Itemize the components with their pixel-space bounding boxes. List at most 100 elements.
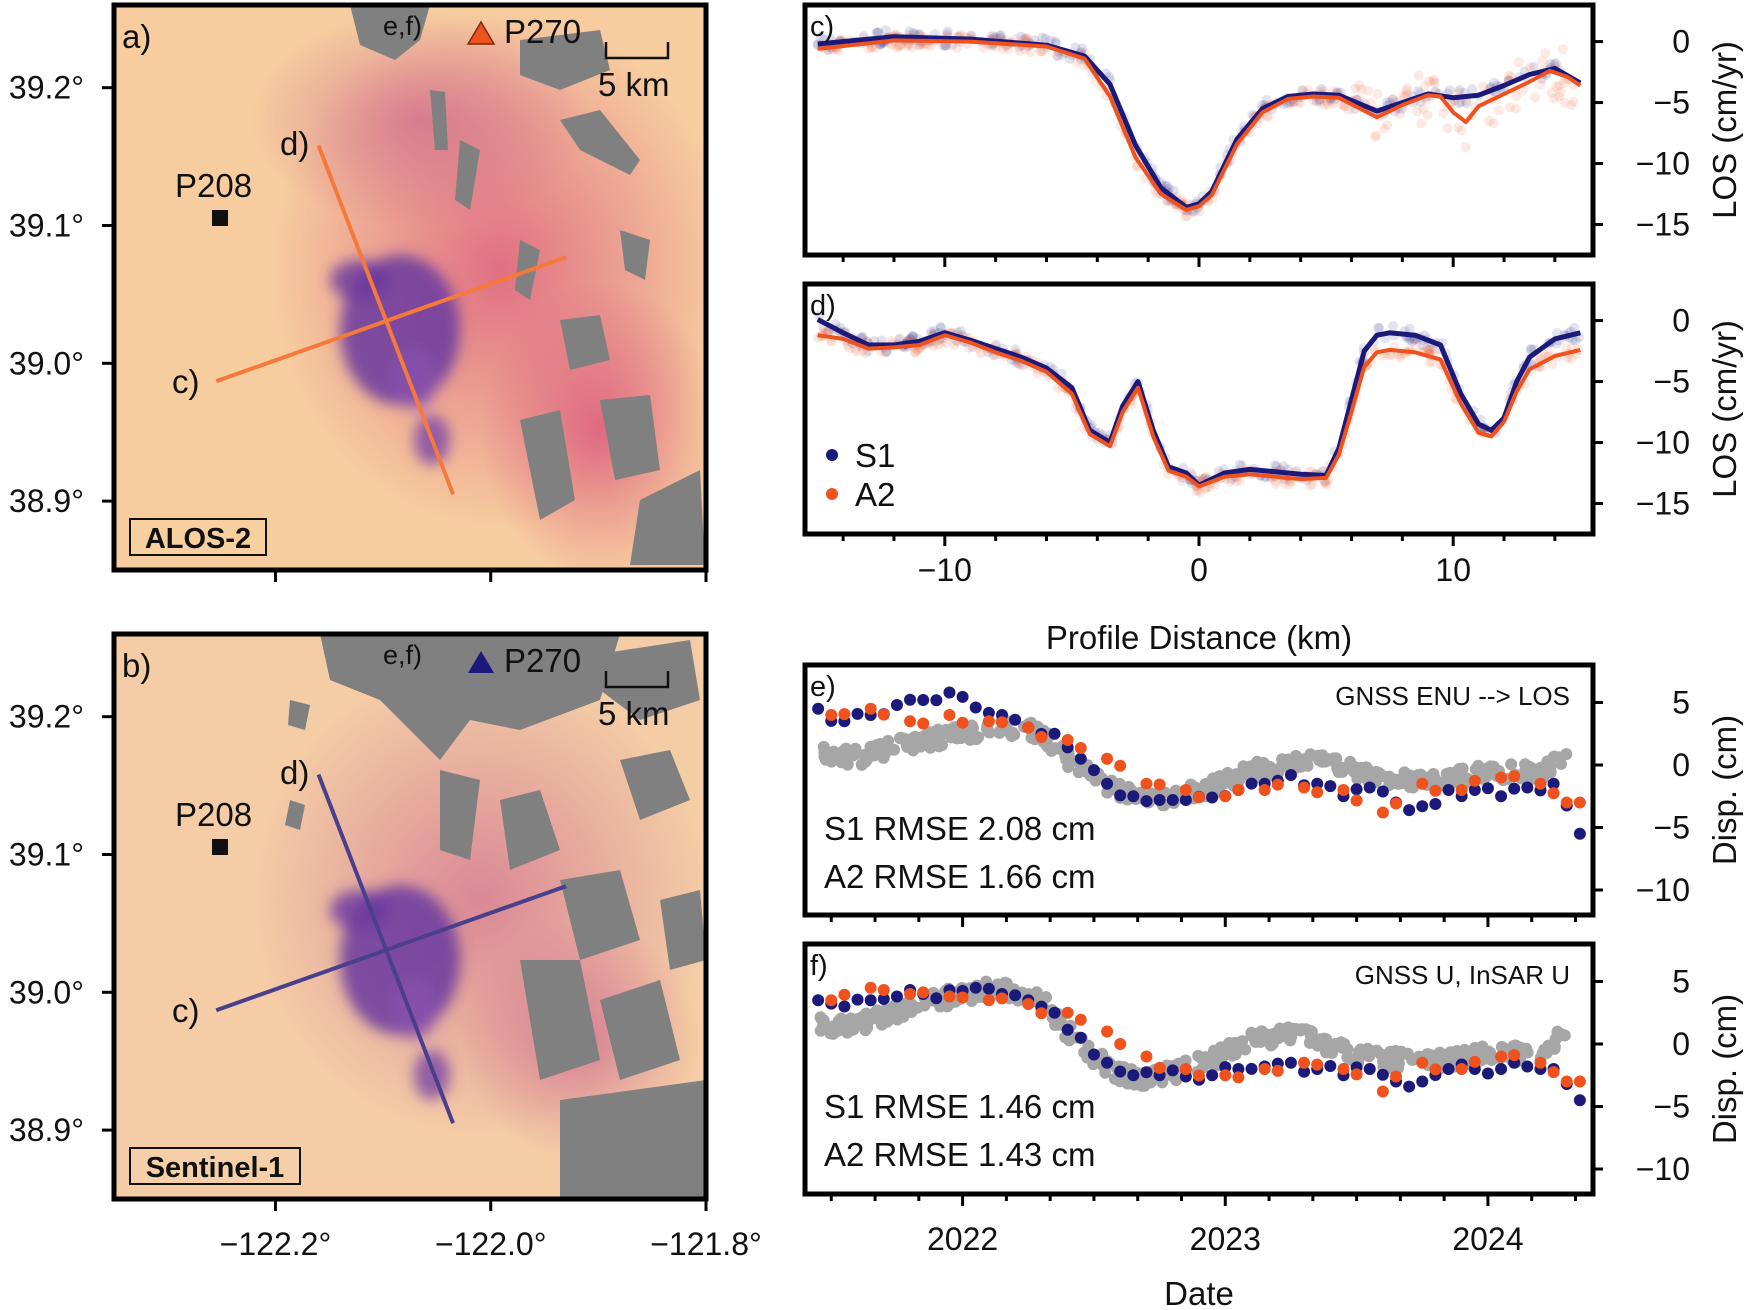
panel-e-gnss-point	[909, 730, 922, 743]
panel-e-a2-point	[1074, 741, 1087, 754]
panel-e-gnss-point	[982, 725, 995, 738]
panel-e-gnss-point	[1477, 773, 1490, 786]
panel-c-a2-cloud-point	[863, 43, 874, 54]
panel-f-gnss-point	[1039, 991, 1052, 1004]
panel-e-s1-point	[1284, 769, 1297, 781]
panel-f-s1-point	[930, 992, 943, 1005]
panel-d-legend: S1 A2	[826, 437, 895, 513]
panel-c-a2-cloud-point	[907, 42, 918, 53]
map-b-profiles	[215, 773, 567, 1124]
panel-d-a2-cloud-point	[949, 340, 960, 351]
panel-e-gnss-point	[1407, 781, 1420, 794]
panel-f-gnss-point	[1270, 1026, 1283, 1039]
panel-e-annotation: GNSS ENU --> LOS	[1335, 681, 1570, 711]
panel-d-xtick-label: 10	[1435, 552, 1471, 588]
panel-e-s1-point	[1495, 790, 1508, 803]
panel-f-gnss-point	[905, 1005, 918, 1018]
panel-f-ytick-label: −5	[1654, 1089, 1690, 1125]
panel-d-a2-cloud-point	[933, 339, 944, 350]
panel-d-xtick-label: 0	[1190, 552, 1208, 588]
panel-c-a2-cloud-point	[1554, 91, 1565, 102]
profile-c-label-b: c)	[172, 992, 200, 1029]
panel-c-a2-cloud-point	[1551, 81, 1562, 92]
panel-c-a2-cloud-point	[1021, 33, 1032, 44]
panel-f-gnss-point	[887, 1010, 900, 1023]
panel-d-s1-cloud-point	[823, 326, 834, 337]
panel-e-a2-point	[956, 716, 969, 729]
panel-e-s1-point	[1508, 782, 1521, 795]
panel-d-a2-cloud-point	[1424, 357, 1435, 368]
panel-c-a2-cloud-point	[1051, 51, 1062, 62]
panel-c-a2-cloud-point	[1388, 93, 1399, 104]
map-b-mask-patches	[285, 634, 706, 1199]
panel-e-a2-point	[825, 709, 838, 721]
panel-c-a2-cloud-point	[1549, 93, 1560, 104]
panel-d-s1-cloud-point	[907, 331, 918, 342]
panel-f-gnss-point	[861, 1021, 874, 1034]
panel-f-a2-point	[1416, 1056, 1429, 1069]
panel-e-s1-point	[1114, 789, 1127, 802]
panel-f-a2-point	[1573, 1075, 1586, 1088]
panel-d-xtick-label: −10	[918, 552, 972, 588]
panel-e-s1-point	[1087, 764, 1100, 777]
panel-f-s1-point	[838, 1000, 851, 1013]
panel-e-gnss-point	[870, 747, 883, 760]
panel-c-a2-cloud-point	[1413, 70, 1424, 81]
panel-d-a2-cloud-point	[860, 348, 871, 359]
panel-f-ytick-label: 5	[1672, 964, 1690, 1000]
panel-c-s1-cloud-point	[1444, 85, 1455, 96]
panel-c-a2-cloud-point	[1071, 56, 1082, 67]
panel-c-a2-cloud-point	[1036, 46, 1047, 57]
panel-f-gnss-point	[1236, 1035, 1249, 1048]
panel-c-ytick-label: −5	[1654, 85, 1690, 121]
panel-e-a2-point	[1271, 778, 1284, 791]
panel-e-a2-point	[1193, 791, 1205, 804]
panel-d-xlabel: Profile Distance (km)	[1046, 619, 1352, 656]
panel-c-s1-cloud-point	[996, 30, 1007, 41]
panel-c-s1-cloud-point	[1016, 31, 1027, 42]
panel-f-gnss-point	[1139, 1075, 1152, 1088]
scale-bar-b	[604, 671, 670, 689]
panel-c-a2-cloud-point	[1557, 44, 1568, 55]
panel-e-s1-point	[1376, 785, 1389, 798]
panel-c-a2-cloud-point	[1411, 106, 1422, 117]
panel-e-gnss-point	[840, 742, 853, 755]
panel-c-a2-cloud-point	[1182, 210, 1193, 221]
panel-e-s1-point	[904, 693, 917, 706]
panel-f-gnss-point	[825, 1020, 838, 1033]
panel-f-s1-point	[1074, 1031, 1087, 1044]
panel-c-a2-cloud-point	[1514, 57, 1525, 68]
map-a-ytick-label: 38.9°	[9, 483, 84, 519]
panel-f-s1-point	[1166, 1064, 1179, 1077]
panel-e-s1-point	[1350, 783, 1363, 796]
panel-e-gnss-point	[1008, 728, 1021, 741]
panel-c-a2-cloud-point	[1484, 115, 1495, 126]
panel-e-gnss-point	[841, 758, 854, 771]
panel-c-s1-line	[817, 34, 1582, 210]
panel-f-s1-point	[877, 992, 890, 1005]
panel-c-a2-cloud-point	[1524, 62, 1535, 73]
panel-e-gnss-point	[861, 753, 874, 766]
panel-d-a2-cloud-point	[936, 337, 947, 348]
station-note-p270-b: e,f)	[383, 640, 422, 670]
panel-e-a2-point	[1258, 784, 1271, 796]
panel-e-stat-a2: A2 RMSE 1.66 cm	[824, 858, 1095, 895]
panel-e-s1-point	[1442, 784, 1455, 796]
map-panel-a: a) e,f) P270 P208 c) d) 5 km ALOS-2 39.2…	[9, 2, 709, 582]
panel-f-s1-point	[1376, 1068, 1389, 1081]
panel-e-marks	[812, 686, 1586, 840]
panel-c-a2-cloud-point	[1456, 125, 1467, 136]
panel-e-s1-point	[930, 694, 943, 707]
panel-e-s1-point	[1324, 780, 1337, 793]
panel-e-s1-point	[1416, 800, 1429, 813]
panel-c-a2-cloud-point	[1504, 102, 1515, 113]
panel-c-a2-cloud-point	[1478, 81, 1489, 92]
panel-label-a: a)	[122, 18, 151, 55]
panel-c-a2-cloud-point	[1540, 47, 1551, 58]
panel-f-a2-point	[1376, 1085, 1389, 1098]
panel-d-a2-cloud-point	[1410, 340, 1421, 351]
panel-e-gnss-point	[964, 733, 977, 746]
panel-f-a2-point	[1061, 1006, 1074, 1019]
panel-d-s1-cloud-point	[1278, 461, 1289, 472]
panel-c-s1-cloud-point	[1040, 33, 1051, 44]
